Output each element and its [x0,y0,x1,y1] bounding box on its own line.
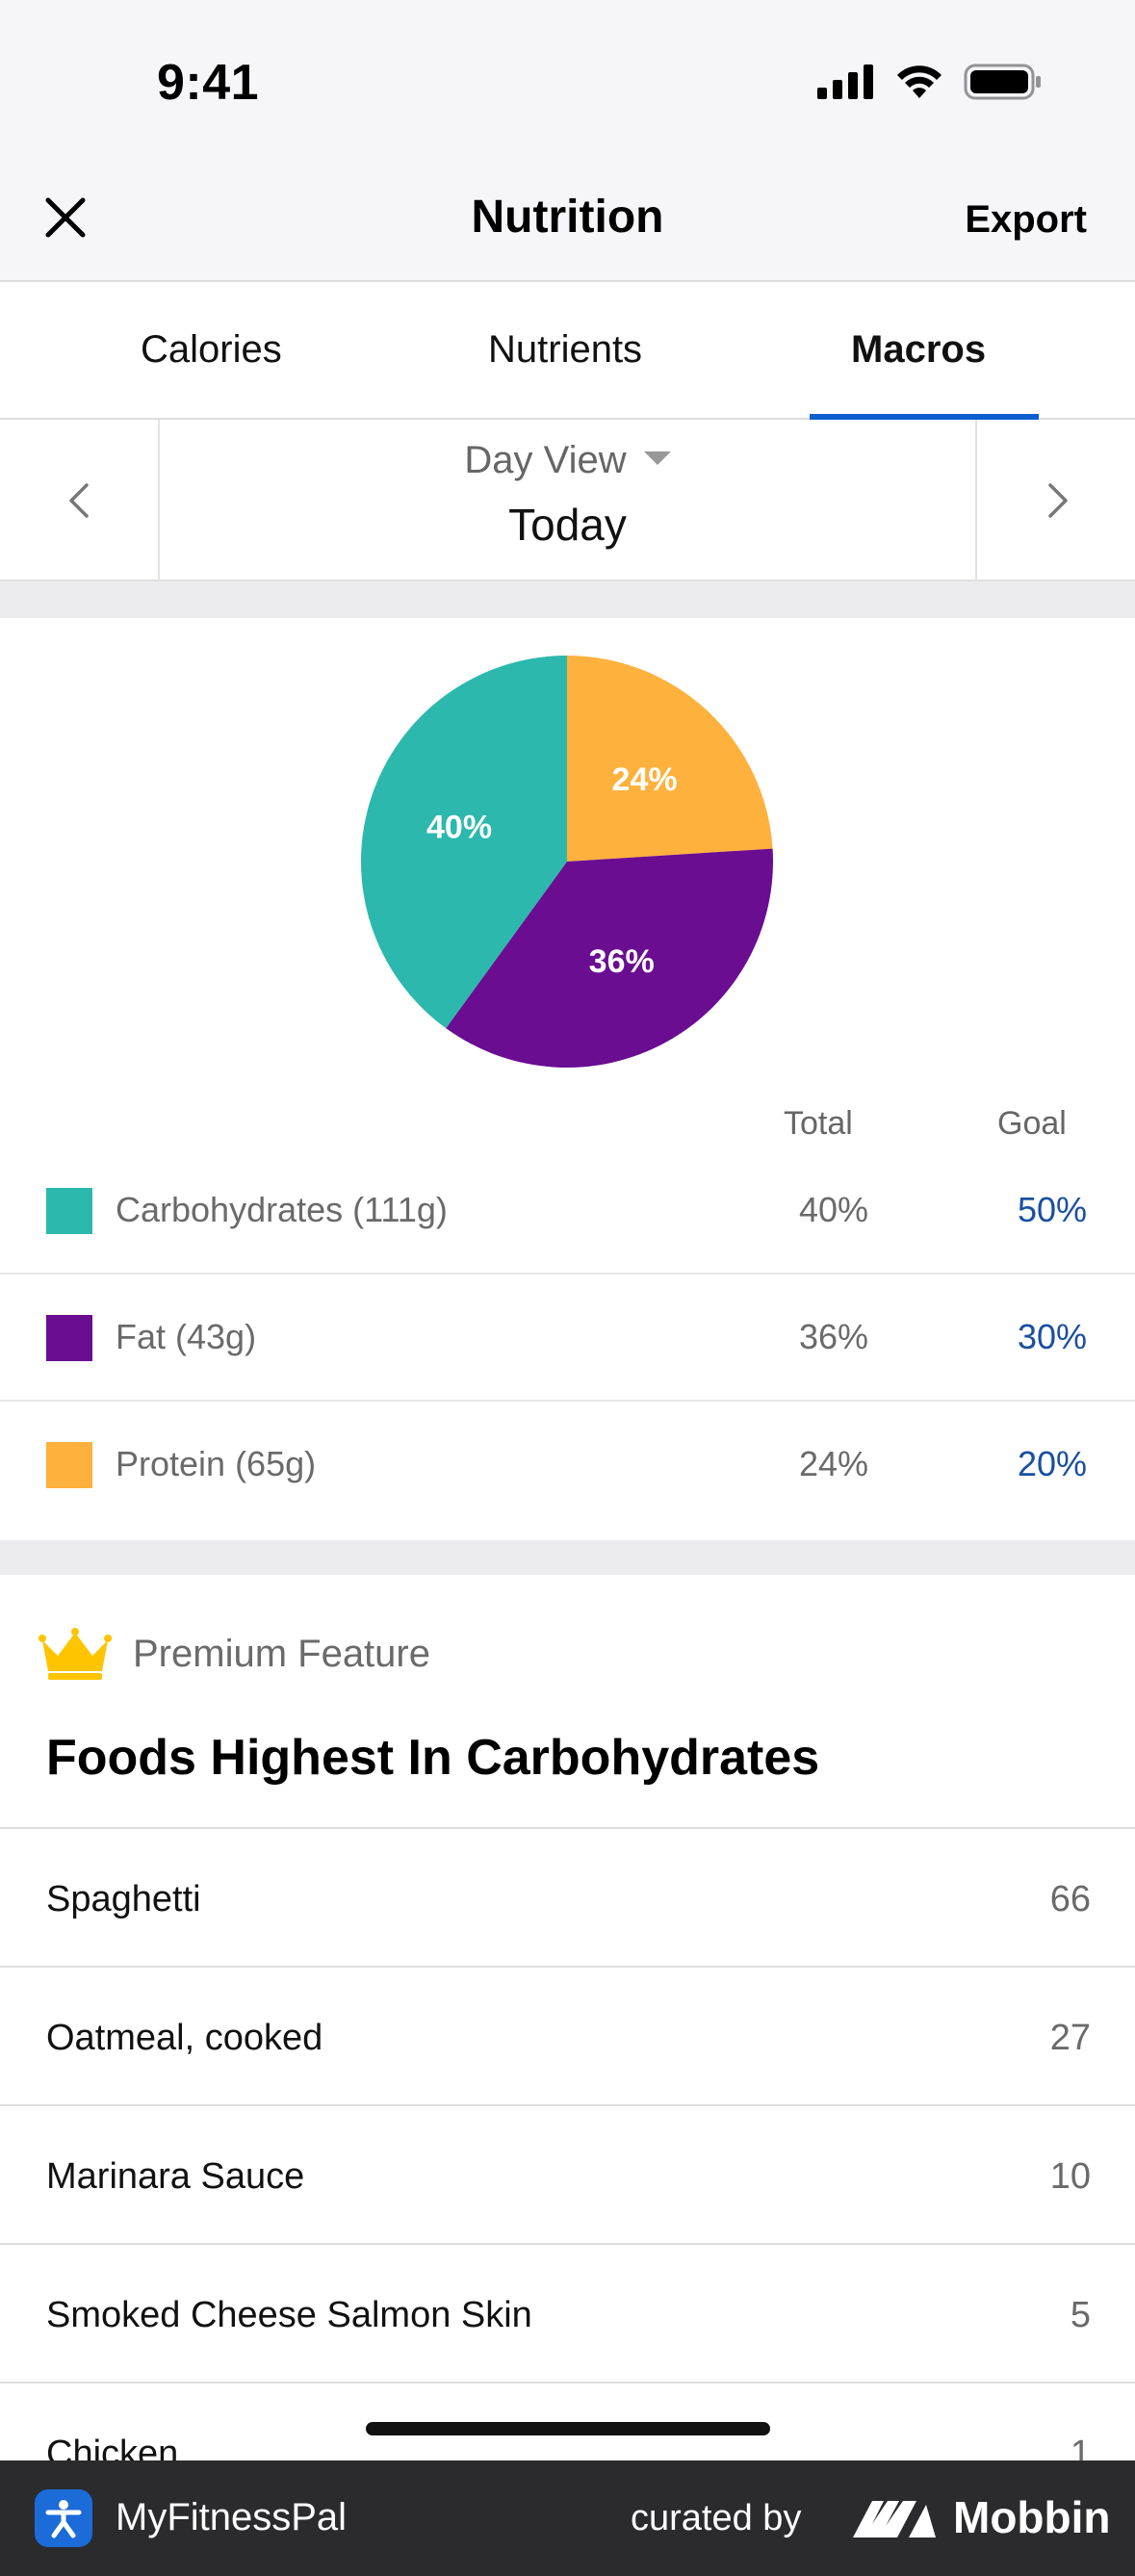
macros-pie-chart: 24% 36% 40% [361,656,773,1068]
macro-row-carbohydrates: Carbohydrates (111g) 40% 50% [0,1147,1135,1275]
macro-total: 24% [799,1444,869,1483]
previous-day-button[interactable] [0,420,160,581]
chevron-right-icon [1048,483,1068,518]
foods-section-title: Foods Highest In Carbohydrates [46,1730,820,1786]
tab-macros[interactable]: Macros [851,328,987,371]
food-value: 27 [1049,2018,1091,2058]
tab-nutrients[interactable]: Nutrients [488,328,643,371]
carbohydrates-swatch [46,1188,92,1234]
day-view-label: Day View [464,439,627,481]
macro-row-fat: Fat (43g) 36% 30% [0,1275,1135,1402]
macro-name: Protein (65g) [116,1444,317,1483]
food-row[interactable]: Marinara Sauce 10 [0,2104,1135,2243]
tab-calories[interactable]: Calories [141,328,282,371]
macro-goal: 30% [1017,1317,1087,1356]
current-date: Today [508,500,627,550]
premium-feature-label: Premium Feature [133,1633,430,1675]
export-button[interactable]: Export [965,198,1087,241]
food-name: Marinara Sauce [46,2156,305,2197]
macro-goal: 50% [1017,1190,1087,1229]
pie-slice [567,656,773,862]
active-tab-indicator [810,414,1039,420]
macro-total: 36% [799,1317,869,1356]
food-name: Smoked Cheese Salmon Skin [46,2295,532,2335]
macros-chart-section: 24% 36% 40% [0,618,1135,1540]
status-icons [817,64,1043,100]
footer-curated-by: curated by [631,2498,802,2538]
food-value: 10 [1049,2156,1091,2197]
food-value: 5 [1070,2295,1091,2335]
pie-slice-label: 40% [426,810,492,846]
footer-app-name: MyFitnessPal [116,2496,348,2538]
macro-goal: 20% [1017,1444,1087,1483]
macro-row-protein: Protein (65g) 24% 20% [0,1402,1135,1529]
food-value: 66 [1049,1879,1091,1919]
close-icon [45,197,86,238]
signal-icon [817,64,873,99]
wifi-icon [897,65,942,98]
myfitnesspal-logo-icon [35,2489,92,2547]
fat-swatch [46,1315,92,1361]
pie-slice [446,848,773,1068]
food-name: Oatmeal, cooked [46,2018,323,2058]
pie-slice [361,656,567,1029]
premium-section: Premium Feature Foods Highest In Carbohy… [0,1575,1135,2576]
tab-bar: Calories Nutrients Macros [0,282,1135,420]
day-view-selector[interactable]: Day View [0,439,1135,482]
footer-brand: Mobbin [953,2492,1111,2542]
column-header-goal: Goal [997,1105,1067,1142]
protein-swatch [46,1442,92,1488]
column-header-total: Total [784,1105,853,1142]
nav-bar: Nutrition Export [0,154,1135,282]
caret-down-icon [643,451,671,466]
footer-banner: MyFitnessPal curated by Mobbin [0,2460,1135,2576]
page-title: Nutrition [471,192,664,243]
home-indicator [366,2422,770,2435]
date-navigator: Day View Today [0,420,1135,581]
section-divider [0,581,1135,618]
macro-name: Carbohydrates (111g) [116,1190,448,1229]
next-day-button[interactable] [975,420,1135,581]
pie-slice-label: 36% [589,943,655,980]
food-row[interactable]: Smoked Cheese Salmon Skin 5 [0,2243,1135,2382]
macro-name: Fat (43g) [116,1317,257,1356]
food-row[interactable]: Oatmeal, cooked 27 [0,1966,1135,2104]
crown-icon [39,1628,112,1680]
food-row[interactable]: Spaghetti 66 [0,1827,1135,1966]
food-list: Spaghetti 66 Oatmeal, cooked 27 Marinara… [0,1827,1135,2520]
macro-total: 40% [799,1190,869,1229]
section-divider [0,1540,1135,1575]
status-time: 9:41 [157,55,260,111]
pie-slice-label: 24% [612,761,678,798]
chevron-left-icon [69,483,89,518]
close-button[interactable] [39,191,92,245]
status-bar: 9:41 [0,0,1135,154]
battery-icon [964,64,1041,100]
mobbin-logo-icon [853,2501,936,2537]
food-name: Spaghetti [46,1879,201,1919]
